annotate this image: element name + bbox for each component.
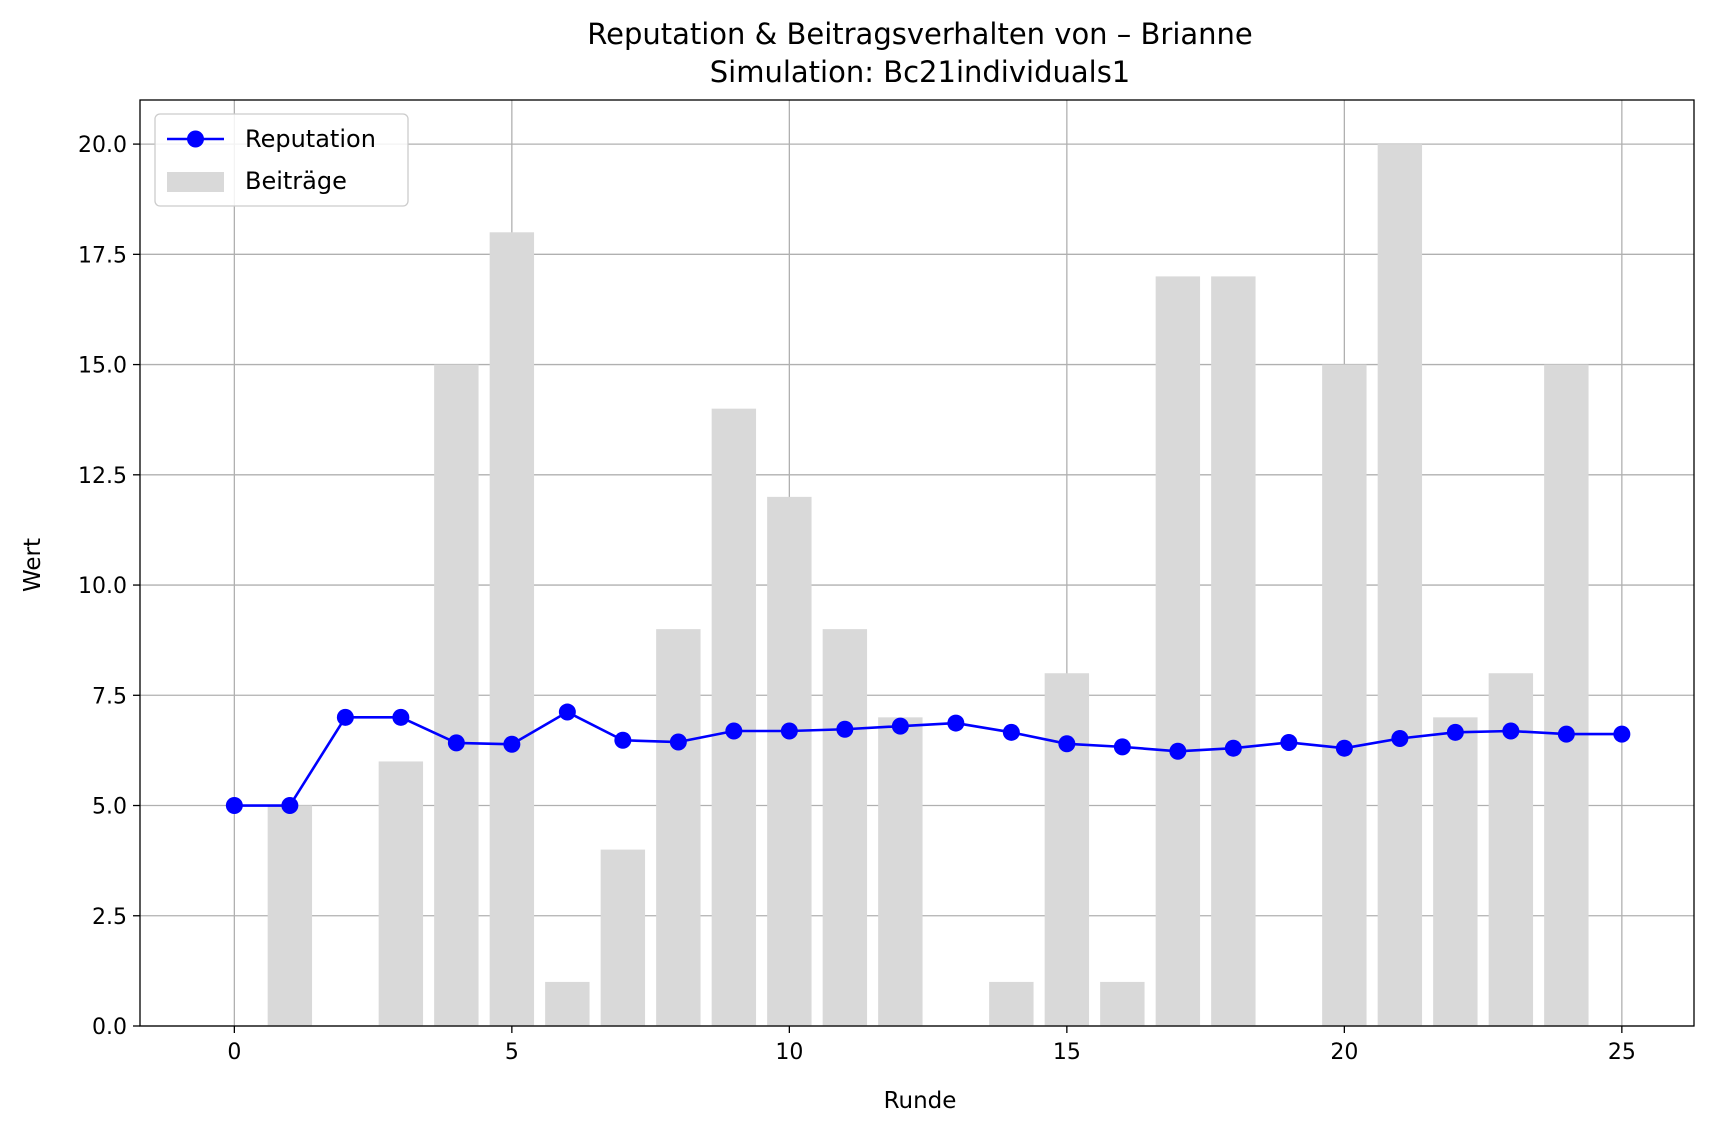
x-axis-ticks: 0 5 10 15 20 25	[227, 1026, 1636, 1065]
y-tick-label: 5.0	[92, 795, 127, 820]
bar-beitraege-21	[1377, 144, 1423, 1027]
y-tick-label: 20.0	[78, 133, 127, 158]
x-tick-label: 20	[1330, 1040, 1358, 1065]
x-tick-label: 5	[505, 1040, 519, 1065]
x-tick-label: 25	[1608, 1040, 1636, 1065]
reputation-point-6	[558, 703, 576, 721]
reputation-point-12	[891, 717, 909, 735]
legend-reputation-marker	[187, 130, 204, 148]
reputation-point-18	[1224, 739, 1242, 757]
bar-beitraege-22	[1433, 717, 1478, 1026]
reputation-point-10	[780, 722, 798, 740]
reputation-point-20	[1335, 739, 1353, 757]
legend-beitraege-label: Beiträge	[245, 167, 347, 195]
bar-beitraege-6	[545, 981, 590, 1026]
bar-beitraege-11	[822, 629, 868, 1026]
reputation-point-0	[225, 797, 243, 815]
y-tick-label: 15.0	[78, 354, 127, 379]
reputation-point-3	[392, 708, 410, 726]
chart-subtitle: Simulation: Bc21individuals1	[710, 55, 1131, 89]
reputation-point-15	[1058, 735, 1076, 753]
legend-reputation-label: Reputation	[245, 125, 376, 153]
reputation-point-4	[447, 734, 465, 752]
legend: Reputation Beiträge	[154, 113, 409, 207]
bar-beitraege-24	[1544, 364, 1589, 1027]
reputation-point-13	[947, 714, 965, 732]
reputation-point-5	[503, 735, 521, 753]
x-tick-label: 0	[227, 1040, 241, 1065]
bar-beitraege-1	[267, 805, 313, 1026]
x-tick-label: 15	[1053, 1040, 1081, 1065]
reputation-point-21	[1391, 729, 1409, 747]
y-tick-label: 17.5	[78, 243, 127, 268]
reputation-point-24	[1557, 725, 1575, 743]
reputation-point-14	[1002, 723, 1020, 741]
reputation-point-2	[336, 708, 354, 726]
line-series-reputation	[225, 703, 1631, 815]
bar-beitraege-20	[1322, 364, 1367, 1027]
y-tick-label: 0.0	[92, 1015, 127, 1040]
bar-beitraege-18	[1211, 276, 1256, 1026]
reputation-point-22	[1446, 723, 1464, 741]
bar-beitraege-10	[767, 496, 812, 1026]
y-tick-label: 7.5	[92, 684, 127, 709]
reputation-point-8	[669, 733, 687, 751]
reputation-point-9	[725, 722, 743, 740]
x-axis-label: Runde	[884, 1088, 957, 1114]
bar-beitraege-17	[1155, 276, 1201, 1026]
reputation-point-7	[614, 731, 632, 749]
y-tick-label: 2.5	[92, 905, 127, 930]
bar-beitraege-16	[1100, 981, 1145, 1026]
legend-beitraege-swatch	[167, 172, 224, 192]
reputation-point-19	[1280, 733, 1298, 751]
chart-title: Reputation & Beitragsverhalten von – Bri…	[587, 17, 1253, 51]
x-tick-label: 10	[775, 1040, 803, 1065]
reputation-line-path	[234, 710, 1622, 807]
reputation-point-16	[1113, 738, 1131, 756]
bar-beitraege-3	[378, 761, 424, 1026]
reputation-point-11	[836, 720, 854, 738]
bar-beitraege-4	[434, 364, 479, 1027]
bar-beitraege-15	[1044, 673, 1090, 1026]
reputation-point-23	[1502, 722, 1520, 740]
bar-beitraege-14	[989, 981, 1034, 1026]
bar-beitraege-7	[600, 849, 646, 1026]
y-axis-label: Wert	[20, 538, 46, 592]
reputation-point-17	[1169, 742, 1187, 760]
y-tick-label: 10.0	[78, 574, 127, 599]
plot-frame	[139, 99, 1695, 1027]
y-axis-ticks: 0.0 2.5 5.0 7.5 10.0 12.5 15.0 17.5 20.0	[78, 133, 140, 1040]
reputation-point-25	[1613, 725, 1631, 743]
bar-beitraege-5	[489, 232, 535, 1027]
bar-series-beitraege	[267, 144, 1589, 1027]
bar-beitraege-8	[656, 629, 701, 1026]
bar-beitraege-12	[878, 717, 923, 1026]
grid-lines	[140, 100, 1694, 1027]
bar-beitraege-9	[711, 408, 757, 1027]
y-tick-label: 12.5	[78, 464, 127, 489]
reputation-point-1	[281, 797, 299, 815]
